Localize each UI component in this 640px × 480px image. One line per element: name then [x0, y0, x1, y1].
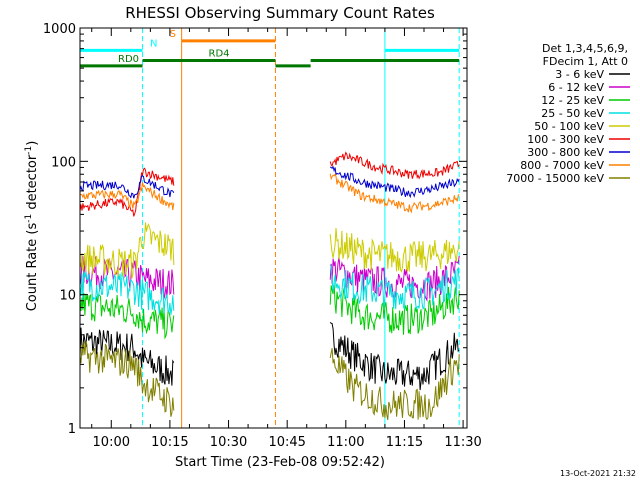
legend-label-6: 300 - 800 keV	[527, 146, 604, 159]
y-label-part-2: detector	[25, 154, 40, 214]
y-label-part-3: )	[25, 141, 40, 146]
flag-label-N: N	[150, 38, 157, 49]
series-5-segment-1	[329, 151, 460, 180]
plot-frame	[79, 27, 468, 429]
chart-title: RHESSI Observing Summary Count Rates	[125, 4, 435, 22]
legend-label-5: 100 - 300 keV	[527, 133, 604, 146]
x-tick-label-5: 11:15	[386, 435, 423, 450]
x-tick-label-1: 10:15	[151, 435, 188, 450]
x-axis-label: Start Time (23-Feb-08 09:52:42)	[175, 455, 385, 470]
legend-label-2: 12 - 25 keV	[541, 94, 604, 107]
legend-label-4: 50 - 100 keV	[534, 120, 604, 133]
series-7-segment-0	[79, 182, 175, 211]
y-tick-label-1: 10	[59, 289, 76, 304]
x-tick-label-4: 11:00	[327, 435, 364, 450]
series-4-segment-0	[79, 222, 175, 279]
legend-header-1: FDecim 1, Att 0	[543, 55, 628, 68]
x-axis: 10:00 10:15 10:30 10:45 11:00 11:15 11:30	[91, 28, 482, 450]
flag-label-S: S	[170, 29, 176, 40]
series-2-segment-1	[329, 282, 460, 335]
y-tick-label-0: 1	[68, 422, 76, 437]
series-3-segment-1	[329, 264, 460, 311]
series-6-segment-0	[79, 175, 175, 199]
x-tick-label-0: 10:00	[93, 435, 130, 450]
legend-label-0: 3 - 6 keV	[555, 68, 604, 81]
plot-area: N S RD0 RD4	[79, 28, 460, 428]
series-2-segment-0	[79, 292, 175, 340]
legend-header-0: Det 1,3,4,5,6,9,	[542, 42, 628, 55]
legend-label-1: 6 - 12 keV	[548, 81, 604, 94]
legend: Det 1,3,4,5,6,9,FDecim 1, Att 03 - 6 keV…	[506, 42, 630, 185]
y-label-sup-2: -1	[24, 146, 34, 155]
series-5-segment-0	[79, 167, 175, 217]
y-tick-label-2: 100	[51, 155, 76, 170]
x-tick-label-6: 11:30	[444, 435, 481, 450]
y-tick-label-3: 1000	[43, 22, 76, 37]
series-0-segment-0	[79, 327, 175, 386]
series-8-segment-1	[329, 348, 460, 421]
x-tick-label-2: 10:30	[210, 435, 247, 450]
legend-label-8: 7000 - 15000 keV	[506, 172, 604, 185]
series-8-segment-0	[79, 341, 175, 417]
series-0-segment-1	[329, 321, 460, 391]
series-7-segment-1	[329, 173, 460, 214]
series-6-segment-1	[329, 165, 460, 199]
y-label-sup-1: -1	[24, 214, 34, 223]
series-3-segment-0	[79, 271, 175, 315]
legend-label-7: 800 - 7000 keV	[520, 159, 604, 172]
series-1-segment-0	[79, 256, 175, 299]
flag-label-RD4: RD4	[209, 49, 230, 60]
x-tick-label-3: 10:45	[268, 435, 305, 450]
y-axis-label: Count Rate (s-1 detector-1)	[24, 141, 40, 312]
flag-label-RD0: RD0	[118, 54, 139, 65]
legend-label-3: 25 - 50 keV	[541, 107, 604, 120]
footer-timestamp: 13-Oct-2021 21:32	[560, 469, 636, 478]
series-4-segment-1	[329, 227, 460, 274]
y-axis: 1 10 100 1000	[43, 22, 467, 437]
y-label-part-1: Count Rate (s	[25, 223, 40, 312]
